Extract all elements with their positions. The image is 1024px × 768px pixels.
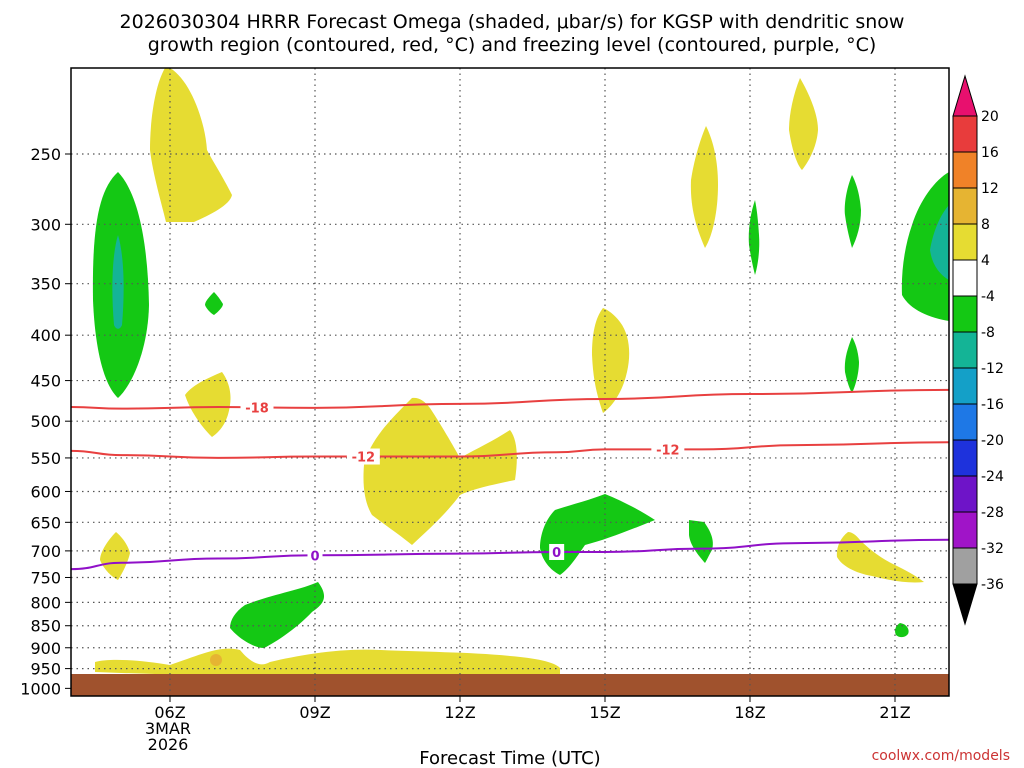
y-tick-label-950: 950 — [30, 660, 61, 679]
y-tick-label-600: 600 — [30, 482, 61, 501]
colorbar-label-4: 4 — [981, 253, 990, 269]
colorbar-box-8 — [952, 367, 978, 405]
x-axis-label: Forecast Time (UTC) — [419, 748, 600, 768]
omega-shading — [92, 68, 949, 678]
colorbar-label--32: -32 — [981, 541, 1004, 557]
grid-lines — [71, 68, 949, 696]
chart-title-line1: 2026030304 HRRR Forecast Omega (shaded, … — [120, 11, 905, 33]
y-tick-label-900: 900 — [30, 639, 61, 658]
y-tick-label-500: 500 — [30, 412, 61, 431]
colorbar-label--16: -16 — [981, 397, 1004, 413]
omega-region-pos-10 — [836, 532, 924, 583]
contour-label-0-1: 0 — [552, 546, 561, 561]
contour-label-bg — [549, 543, 565, 560]
colorbar-box-1 — [952, 115, 978, 153]
x-tick-label-12Z: 12Z — [444, 703, 475, 722]
colorbar: 20 16 12 8 4 -4 -8 -12 -16 -20 -24 -28 -32 -36 — [952, 74, 1004, 626]
omega-region-pos-6 — [210, 654, 222, 666]
colorbar-arrow-top — [952, 74, 978, 117]
plot-area: -18 -12 -12 0 0 — [70, 67, 950, 697]
contour-label--12-0: -12 — [352, 451, 376, 466]
colorbar-label-16: 16 — [981, 145, 999, 161]
contour-label-0-0: 0 — [310, 549, 319, 564]
contours: -18 -12 -12 0 0 — [70, 388, 950, 571]
colorbar-box-2 — [952, 151, 978, 189]
y-tick-label-800: 800 — [30, 593, 61, 612]
colorbar-label-20: 20 — [981, 109, 999, 125]
colorbar-label-12: 12 — [981, 181, 999, 197]
colorbar-label--4: -4 — [981, 289, 995, 305]
omega-region-pos-2 — [185, 372, 231, 437]
y-tick-label-400: 400 — [30, 326, 61, 345]
colorbar-box-6 — [952, 295, 978, 333]
omega-region-neg-8 — [844, 337, 859, 393]
x-tick-label-21Z: 21Z — [879, 703, 910, 722]
colorbar-box-12 — [952, 511, 978, 549]
contour-label-bg — [240, 399, 274, 416]
omega-region-neg-7 — [844, 175, 861, 248]
omega-region-neg-1-core — [112, 235, 124, 329]
x-tick-sublabel-date: 3MAR — [145, 719, 191, 738]
colorbar-arrow-bottom — [952, 583, 978, 626]
omega-region-neg-9-core — [930, 205, 949, 280]
chart-title-line2: growth region (contoured, red, °C) and f… — [148, 34, 877, 56]
omega-region-neg-5 — [689, 520, 713, 563]
contour-label--12-1: -12 — [656, 443, 680, 458]
contour-line-temperature--18 — [70, 388, 950, 410]
colorbar-label--24: -24 — [981, 469, 1004, 485]
colorbar-box-13 — [952, 547, 978, 585]
plot-frame — [70, 67, 950, 697]
y-tick-label-850: 850 — [30, 617, 61, 636]
x-tick-sublabel-year: 2026 — [148, 735, 189, 754]
y-tick-label-250: 250 — [30, 145, 61, 164]
colorbar-box-11 — [952, 475, 978, 513]
y-tick-label-550: 550 — [30, 449, 61, 468]
colorbar-label--28: -28 — [981, 505, 1004, 521]
colorbar-label-8: 8 — [981, 217, 990, 233]
omega-region-neg-2 — [205, 292, 223, 315]
colorbar-box-5 — [952, 259, 978, 297]
omega-region-pos-7 — [592, 308, 630, 413]
x-tick-label-18Z: 18Z — [734, 703, 765, 722]
omega-region-pos-8 — [690, 126, 718, 248]
omega-region-neg-6 — [748, 200, 760, 275]
x-tick-label-15Z: 15Z — [589, 703, 620, 722]
colorbar-label--12: -12 — [981, 361, 1004, 377]
omega-region-pos-5 — [95, 648, 560, 678]
y-tick-label-450: 450 — [30, 372, 61, 391]
colorbar-box-4 — [952, 223, 978, 261]
colorbar-box-3 — [952, 187, 978, 225]
omega-region-pos-3 — [100, 532, 130, 580]
x-tick-label-09Z: 09Z — [299, 703, 330, 722]
omega-region-neg-10 — [895, 623, 909, 638]
ground-surface — [71, 674, 949, 696]
y-tick-label-1000: 1000 — [20, 679, 61, 698]
x-tick-label-06Z: 06Z — [154, 703, 185, 722]
colorbar-label--8: -8 — [981, 325, 995, 341]
contour-label--18-0: -18 — [245, 401, 269, 416]
contour-line-temperature--12 — [70, 441, 950, 459]
contour-label-bg — [307, 547, 323, 564]
colorbar-label--20: -20 — [981, 433, 1004, 449]
omega-region-pos-9 — [789, 78, 818, 170]
y-tick-label-350: 350 — [30, 275, 61, 294]
colorbar-label--36: -36 — [981, 577, 1004, 593]
omega-region-pos-4 — [363, 397, 517, 545]
y-tick-label-700: 700 — [30, 542, 61, 561]
colorbar-box-7 — [952, 331, 978, 369]
credit-text: coolwx.com/models — [872, 748, 1010, 764]
y-tick-label-750: 750 — [30, 568, 61, 587]
contour-line-temperature-0 — [70, 538, 950, 571]
omega-region-neg-4 — [540, 494, 655, 575]
y-tick-label-300: 300 — [30, 215, 61, 234]
omega-region-neg-3 — [230, 582, 325, 648]
colorbar-box-10 — [952, 439, 978, 477]
y-axis: 250 300 350 400 450 500 550 600 650 700 750 800 850 9… — [20, 145, 71, 698]
colorbar-box-9 — [952, 403, 978, 441]
contour-label-bg — [651, 441, 685, 458]
y-tick-label-650: 650 — [30, 513, 61, 532]
contour-label-bg — [346, 448, 380, 465]
